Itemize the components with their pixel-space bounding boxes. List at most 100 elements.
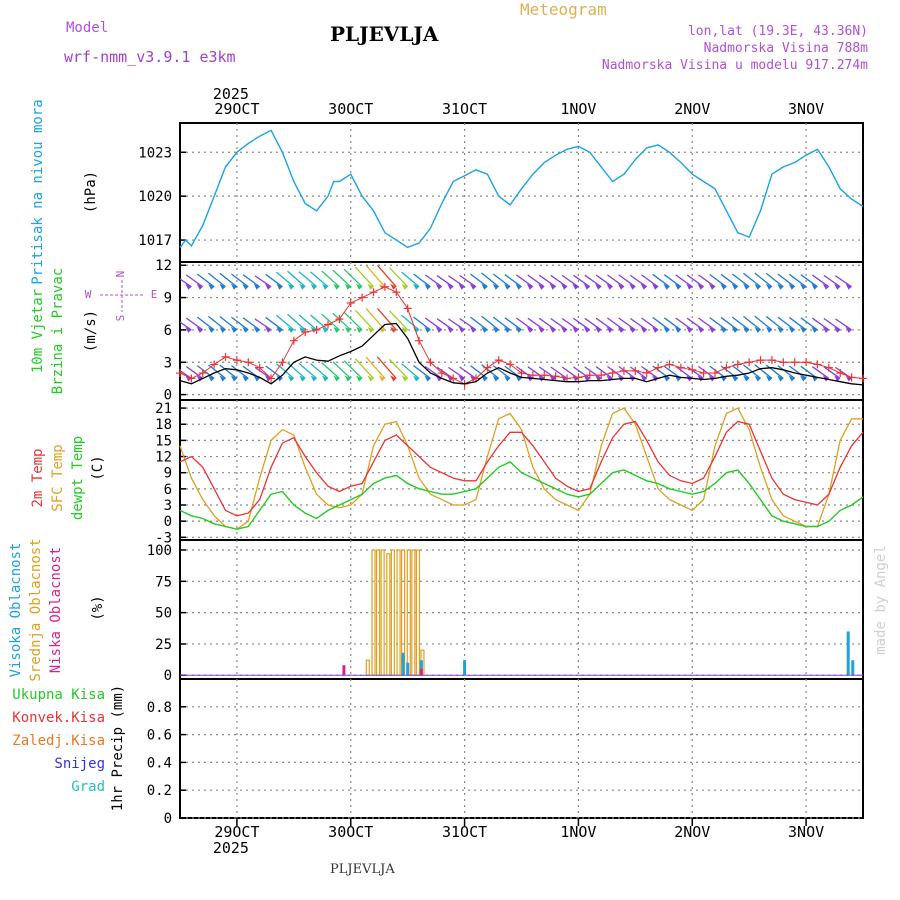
gust-marker: [358, 293, 367, 302]
gust-marker: [176, 369, 184, 378]
wind-barb: [448, 275, 465, 290]
gust-marker: [380, 282, 389, 291]
meteogram-title: Meteogram: [520, 0, 607, 19]
wind-barb: [573, 366, 591, 382]
wind-barb: [354, 309, 374, 333]
wind-barb: [573, 274, 591, 290]
wind-barb: [765, 364, 784, 382]
y-tick-label: 1023: [138, 145, 172, 161]
gust-marker: [847, 373, 856, 382]
day-label-top: 30OCT: [328, 100, 373, 118]
gust-marker: [449, 374, 458, 383]
temp-axis-title-3: dewpt Temp: [70, 436, 86, 520]
wind-barb: [720, 316, 739, 333]
wind-barb: [777, 273, 796, 290]
cloud-axis-title-1: Visoka Oblacnost: [8, 543, 24, 678]
gust-marker: [676, 363, 685, 372]
compass-n: N: [114, 271, 127, 278]
gust-marker: [301, 328, 310, 337]
wind-barb: [219, 272, 238, 290]
wind-barb: [242, 317, 261, 333]
wind-barb: [584, 366, 602, 382]
day-label-bottom: 30OCT: [328, 823, 373, 841]
y-tick-label: 3: [164, 355, 172, 371]
wind-barb: [823, 366, 841, 382]
wind-barb: [448, 318, 465, 333]
y-tick-label: 0: [164, 514, 172, 530]
wind-barb: [538, 317, 557, 333]
y-tick-label: 21: [155, 401, 172, 417]
wind-barb: [652, 273, 670, 290]
day-label-bottom: 3NOV: [788, 823, 824, 841]
wind-barb: [663, 274, 682, 290]
panel-frame-2: [179, 399, 864, 541]
wind-barb: [389, 267, 409, 290]
wind-barb: [343, 311, 363, 333]
wind-axis-title-1: 10m Vjetar: [30, 289, 46, 373]
wind-barb: [550, 274, 568, 290]
gust-marker: [426, 358, 435, 367]
wind-barb: [641, 317, 659, 333]
wind-barb: [231, 365, 249, 382]
wind-barb: [436, 318, 454, 333]
gust-marker: [699, 369, 708, 378]
wind-barb: [492, 316, 511, 333]
y-tick-label: 0: [164, 388, 172, 404]
wind-barb: [663, 317, 682, 333]
gust-marker: [688, 365, 697, 374]
wind-barb: [219, 364, 238, 382]
wind-barb: [298, 271, 318, 290]
bar-high-cloud: [851, 660, 855, 676]
wind-barb: [584, 317, 602, 333]
temp-axis-title-2: SFC Temp: [50, 444, 66, 511]
gust-marker: [244, 358, 253, 367]
gust-marker: [608, 369, 617, 378]
wind-barb: [389, 310, 409, 333]
model-elevation: Nadmorska Visina u modelu 917.274m: [601, 58, 868, 73]
wind-barb: [731, 273, 750, 290]
wind-barb: [561, 366, 579, 382]
wind-barb: [800, 274, 818, 290]
wind-barb: [424, 274, 443, 290]
gust-marker: [187, 374, 196, 383]
gust-marker: [267, 374, 276, 383]
wind-barb: [777, 365, 796, 382]
gust-marker: [824, 363, 833, 372]
wind-barb: [265, 273, 283, 290]
wind-barb: [231, 273, 249, 290]
wind-barb: [686, 274, 705, 290]
wind-barb: [630, 366, 648, 382]
wind-barb: [436, 275, 454, 290]
compass-cross: [100, 280, 144, 312]
y-tick-label: 15: [155, 433, 172, 449]
wind-barb: [275, 314, 295, 333]
wind-barb: [573, 317, 591, 333]
wind-barb: [652, 316, 670, 333]
gust-marker: [711, 369, 720, 378]
wind-barb: [765, 316, 784, 333]
wind-barb: [515, 317, 534, 333]
wind-barb: [698, 274, 716, 290]
gust-marker: [745, 358, 754, 367]
pressure-axis-title: Pritisak na nivou mora: [30, 99, 46, 284]
wind-barb: [424, 317, 443, 333]
y-tick-label: 75: [155, 574, 172, 590]
wind-barb: [321, 270, 340, 290]
bar-mid-cloud: [386, 553, 391, 676]
y-tick-label: 0.8: [147, 700, 172, 716]
gust-marker: [517, 369, 526, 378]
wind-barb: [641, 274, 659, 290]
wind-barb: [788, 273, 807, 290]
y-tick-label: 0.2: [147, 783, 172, 799]
gust-marker: [221, 352, 230, 361]
gust-marker: [278, 358, 287, 367]
wind-barb: [686, 317, 705, 333]
day-label-bottom: 2NOV: [674, 823, 710, 841]
gust-marker: [289, 336, 298, 345]
bar-mid-cloud: [390, 549, 395, 676]
wind-barb: [584, 274, 602, 290]
watermark: made by Angel: [873, 545, 889, 655]
gust-marker: [597, 371, 606, 380]
location-lonlat: lon,lat (19.3E, 43.36N): [687, 24, 868, 39]
gust-marker: [392, 288, 401, 297]
